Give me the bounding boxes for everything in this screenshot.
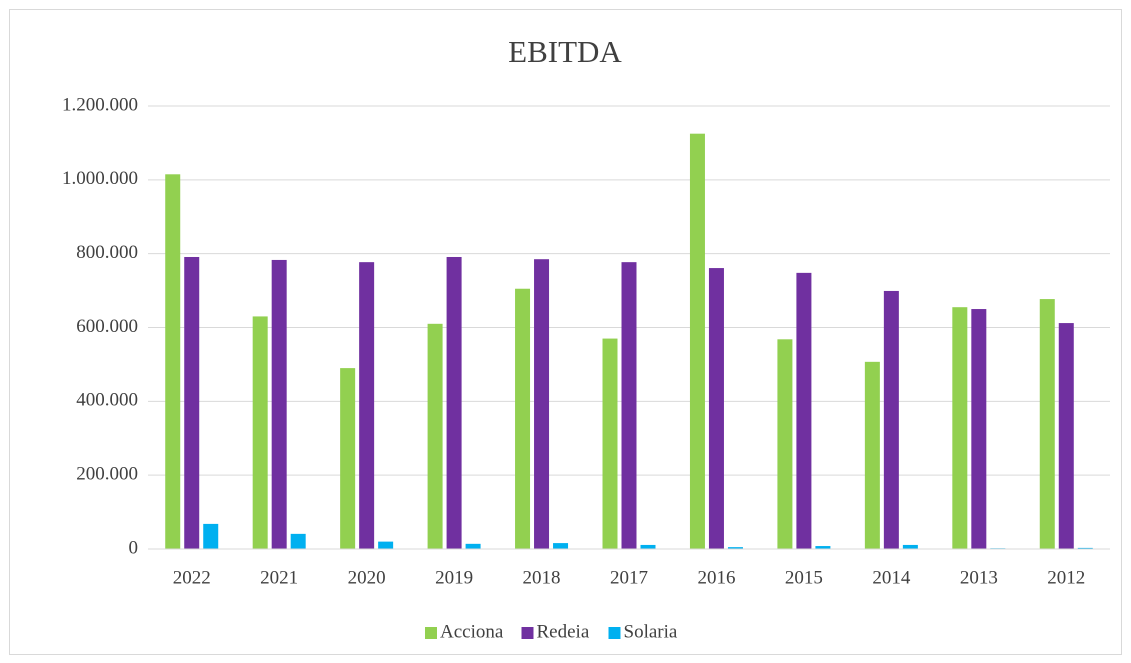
legend-swatch xyxy=(521,627,534,639)
x-tick-label: 2021 xyxy=(260,567,298,588)
y-tick-label: 400.000 xyxy=(76,390,138,411)
bar xyxy=(971,309,987,549)
bar xyxy=(427,323,443,549)
legend-label: Acciona xyxy=(440,621,504,642)
bar xyxy=(290,533,306,549)
x-tick-label: 2022 xyxy=(173,567,211,588)
x-tick-label: 2014 xyxy=(872,567,911,588)
bar xyxy=(340,368,356,549)
legend-label: Redeia xyxy=(537,621,590,642)
y-tick-label: 800.000 xyxy=(76,242,138,263)
bar xyxy=(1077,547,1093,549)
x-tick-label: 2015 xyxy=(785,567,823,588)
y-tick-label: 200.000 xyxy=(76,464,138,485)
y-tick-label: 1.200.000 xyxy=(62,94,138,115)
x-tick-label: 2013 xyxy=(960,567,998,588)
bar xyxy=(203,523,219,549)
y-tick-label: 0 xyxy=(129,537,139,558)
bar xyxy=(727,547,743,549)
legend-swatch xyxy=(425,627,437,639)
bar xyxy=(708,268,724,549)
bar xyxy=(515,288,531,549)
chart-title: EBITDA xyxy=(508,34,622,69)
bar xyxy=(621,262,637,549)
bar xyxy=(902,544,918,549)
bar xyxy=(271,259,287,549)
bar xyxy=(553,543,569,549)
x-tick-label: 2020 xyxy=(348,567,386,588)
y-tick-label: 1.000.000 xyxy=(62,168,138,189)
x-tick-label: 2012 xyxy=(1047,567,1085,588)
bar xyxy=(602,338,618,549)
bar xyxy=(165,174,181,549)
bar xyxy=(252,316,268,549)
bar xyxy=(1039,299,1055,549)
x-tick-label: 2016 xyxy=(697,567,735,588)
bar xyxy=(465,543,481,549)
bar xyxy=(815,546,831,549)
bar xyxy=(534,259,550,549)
bar xyxy=(777,339,793,549)
legend-swatch xyxy=(608,627,621,639)
x-tick-label: 2019 xyxy=(435,567,473,588)
bar xyxy=(640,544,656,549)
bar xyxy=(883,290,899,549)
bar xyxy=(359,262,375,549)
bar xyxy=(1058,323,1074,549)
x-tick-label: 2017 xyxy=(610,567,648,588)
bar xyxy=(378,541,394,549)
x-tick-label: 2018 xyxy=(523,567,561,588)
bar xyxy=(864,361,880,549)
bar xyxy=(796,272,812,549)
y-tick-label: 600.000 xyxy=(76,316,138,337)
bar xyxy=(952,307,968,549)
bar xyxy=(184,256,200,549)
bar xyxy=(689,133,705,549)
legend-label: Solaria xyxy=(624,621,678,642)
bar xyxy=(446,256,462,549)
